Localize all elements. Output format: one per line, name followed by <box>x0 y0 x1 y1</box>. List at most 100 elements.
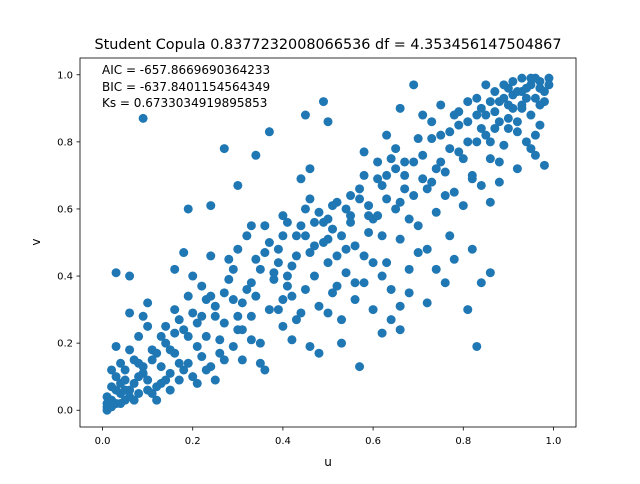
scatter-point-154 <box>282 217 292 227</box>
y-tick-label: 0.8 <box>57 137 73 148</box>
scatter-point-305 <box>364 211 374 221</box>
scatter-point-12 <box>116 358 126 368</box>
scatter-point-23 <box>156 362 166 372</box>
scatter-point-189 <box>233 311 243 321</box>
scatter-point-22 <box>125 308 135 318</box>
scatter-point-289 <box>174 358 184 368</box>
scatter-point-110 <box>476 180 486 190</box>
scatter-point-173 <box>111 385 121 395</box>
scatter-point-11 <box>134 388 144 398</box>
scatter-point-37 <box>197 311 207 321</box>
scatter-point-62 <box>273 244 283 254</box>
scatter-point-198 <box>314 207 324 217</box>
scatter-point-326 <box>503 100 513 110</box>
scatter-point-146 <box>355 184 365 194</box>
scatter-point-298 <box>273 305 283 315</box>
scatter-point-122 <box>530 93 540 103</box>
x-tick-label: 0.6 <box>365 436 381 447</box>
scatter-point-64 <box>282 281 292 291</box>
points-layer <box>102 73 554 415</box>
scatter-point-252 <box>296 174 306 184</box>
scatter-point-111 <box>481 110 491 120</box>
scatter-point-201 <box>341 204 351 214</box>
scatter-point-306 <box>373 157 383 167</box>
scatter-point-112 <box>485 154 495 164</box>
scatter-point-136 <box>445 144 455 154</box>
scatter-point-53 <box>242 284 252 294</box>
x-axis-ticks: 0.0 0.2 0.4 0.6 0.8 1.0 <box>95 427 562 447</box>
scatter-point-40 <box>188 271 198 281</box>
scatter-point-21 <box>143 298 153 308</box>
scatter-point-80 <box>341 244 351 254</box>
scatter-point-196 <box>296 221 306 231</box>
scatter-point-269 <box>413 248 423 258</box>
scatter-point-156 <box>264 238 274 247</box>
scatter-point-91 <box>391 204 401 214</box>
scatter-point-243 <box>395 325 405 335</box>
scatter-point-199 <box>323 234 333 244</box>
scatter-point-190 <box>242 231 252 241</box>
scatter-point-254 <box>359 147 369 157</box>
scatter-point-153 <box>291 231 301 241</box>
scatter-point-187 <box>215 335 225 345</box>
scatter-point-211 <box>431 164 441 174</box>
scatter-point-274 <box>368 258 378 268</box>
scatter-point-272 <box>386 315 396 325</box>
scatter-point-25 <box>138 311 148 321</box>
scatter-point-20 <box>143 321 153 331</box>
scatter-point-301 <box>300 284 310 294</box>
scatter-point-313 <box>445 127 455 137</box>
scatter-point-317 <box>481 80 491 90</box>
bic-annotation: BIC = -637.8401154564349 <box>102 80 270 94</box>
scatter-point-184 <box>188 308 198 318</box>
scatter-point-241 <box>472 341 482 351</box>
y-tick-label: 0.0 <box>57 406 73 417</box>
scatter-point-65 <box>278 211 288 221</box>
scatter-point-256 <box>111 268 121 278</box>
x-tick-label: 1.0 <box>546 436 562 447</box>
scatter-point-180 <box>152 348 162 358</box>
scatter-point-217 <box>485 137 495 147</box>
scatter-point-275 <box>359 278 369 288</box>
scatter-point-176 <box>116 378 126 388</box>
scatter-point-130 <box>499 93 509 103</box>
scatter-point-149 <box>328 201 338 211</box>
scatter-point-267 <box>431 264 441 274</box>
scatter-point-34 <box>188 372 198 382</box>
scatter-point-235 <box>300 110 310 120</box>
scatter-point-279 <box>323 308 333 318</box>
scatter-point-81 <box>346 217 356 227</box>
scatter-point-247 <box>314 348 324 358</box>
scatter-point-83 <box>355 194 365 204</box>
scatter-point-10 <box>120 365 130 375</box>
scatter-point-240 <box>476 278 486 288</box>
scatter-point-158 <box>246 278 256 288</box>
scatter-point-284 <box>129 395 139 405</box>
scatter-point-161 <box>219 288 229 298</box>
scatter-point-197 <box>305 248 315 258</box>
scatter-point-276 <box>350 295 360 305</box>
scatter-point-30 <box>161 321 171 331</box>
scatter-point-137 <box>436 157 446 167</box>
scatter-point-244 <box>377 328 387 338</box>
scatter-point-115 <box>499 140 509 150</box>
scatter-point-242 <box>463 305 473 315</box>
scatter-point-145 <box>364 201 374 211</box>
scatter-point-287 <box>156 378 166 388</box>
scatter-point-55 <box>251 254 261 264</box>
scatter-point-209 <box>413 134 423 144</box>
scatter-point-324 <box>521 93 531 103</box>
scatter-point-192 <box>260 248 270 258</box>
scatter-point-224 <box>535 120 545 130</box>
scatter-point-70 <box>305 341 315 351</box>
scatter-point-15 <box>143 375 153 385</box>
scatter-point-96 <box>413 221 423 231</box>
scatter-point-101 <box>436 130 446 140</box>
scatter-point-168 <box>156 331 166 341</box>
scatter-point-94 <box>404 264 414 274</box>
scatter-point-246 <box>337 338 347 348</box>
scatter-point-71 <box>309 271 319 281</box>
scatter-point-291 <box>201 365 211 375</box>
scatter-point-134 <box>463 137 473 147</box>
